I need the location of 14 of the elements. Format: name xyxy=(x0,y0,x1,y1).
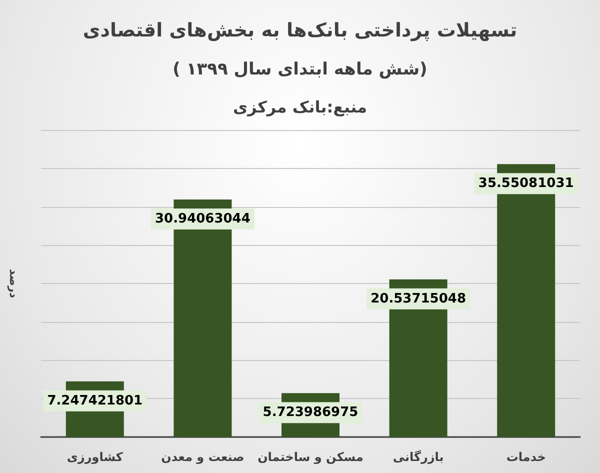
x-tick-label: بازرگانی xyxy=(392,450,444,464)
y-axis-title: درصد xyxy=(7,269,20,298)
x-tick-label: صنعت و معدن xyxy=(161,450,244,464)
chart-title: تسهیلات پرداختی بانک‌ها به بخش‌های اقتصادی xyxy=(82,20,518,42)
chart-subtitle: ( شش ماهه ابتدای سال ۱۳۹۹) xyxy=(172,60,428,80)
data-label: 30.94063044 xyxy=(154,212,250,227)
x-tick-label: کشاورزی xyxy=(66,450,123,464)
x-tick-label: خدمات xyxy=(506,450,546,464)
data-label: 35.55081031 xyxy=(478,176,574,192)
data-label: 5.723986975 xyxy=(262,405,358,420)
text: منبع:بانک مرکزی xyxy=(232,98,368,116)
x-tick-label: مسکن و ساختمان xyxy=(258,450,364,464)
data-label: 20.53715048 xyxy=(370,291,466,306)
data-label: 7.247421801 xyxy=(47,393,143,408)
